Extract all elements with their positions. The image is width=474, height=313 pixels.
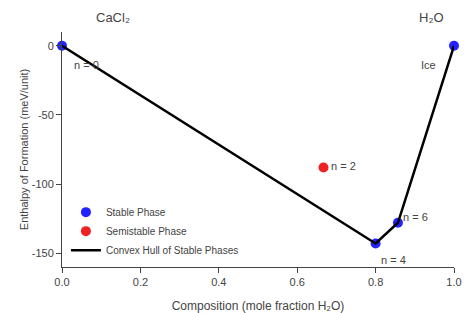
- svg-text:0.8: 0.8: [368, 276, 383, 288]
- svg-text:-50: -50: [38, 109, 54, 121]
- svg-text:-100: -100: [32, 178, 54, 190]
- svg-text:n = 4: n = 4: [381, 254, 406, 266]
- svg-text:0.4: 0.4: [211, 276, 226, 288]
- svg-text:Stable Phase: Stable Phase: [106, 207, 166, 218]
- svg-text:n = 2: n = 2: [331, 160, 356, 172]
- svg-text:Semistable Phase: Semistable Phase: [106, 226, 187, 237]
- svg-text:n = 6: n = 6: [403, 211, 428, 223]
- svg-text:Enthalpy of Formation (meV/uni: Enthalpy of Formation (meV/unit): [18, 69, 30, 230]
- svg-text:0.6: 0.6: [290, 276, 305, 288]
- svg-text:Composition (mole fraction H₂O: Composition (mole fraction H₂O): [172, 299, 345, 313]
- svg-text:0.0: 0.0: [54, 276, 69, 288]
- svg-text:0: 0: [48, 40, 54, 52]
- svg-text:CaCl₂: CaCl₂: [96, 10, 130, 25]
- svg-text:Convex Hull of Stable Phases: Convex Hull of Stable Phases: [106, 245, 238, 256]
- svg-text:H₂O: H₂O: [419, 10, 444, 25]
- svg-text:1.0: 1.0: [446, 276, 461, 288]
- svg-text:0.2: 0.2: [133, 276, 148, 288]
- svg-text:-150: -150: [32, 247, 54, 259]
- svg-text:n = 0: n = 0: [74, 59, 99, 71]
- svg-text:Ice: Ice: [421, 59, 436, 71]
